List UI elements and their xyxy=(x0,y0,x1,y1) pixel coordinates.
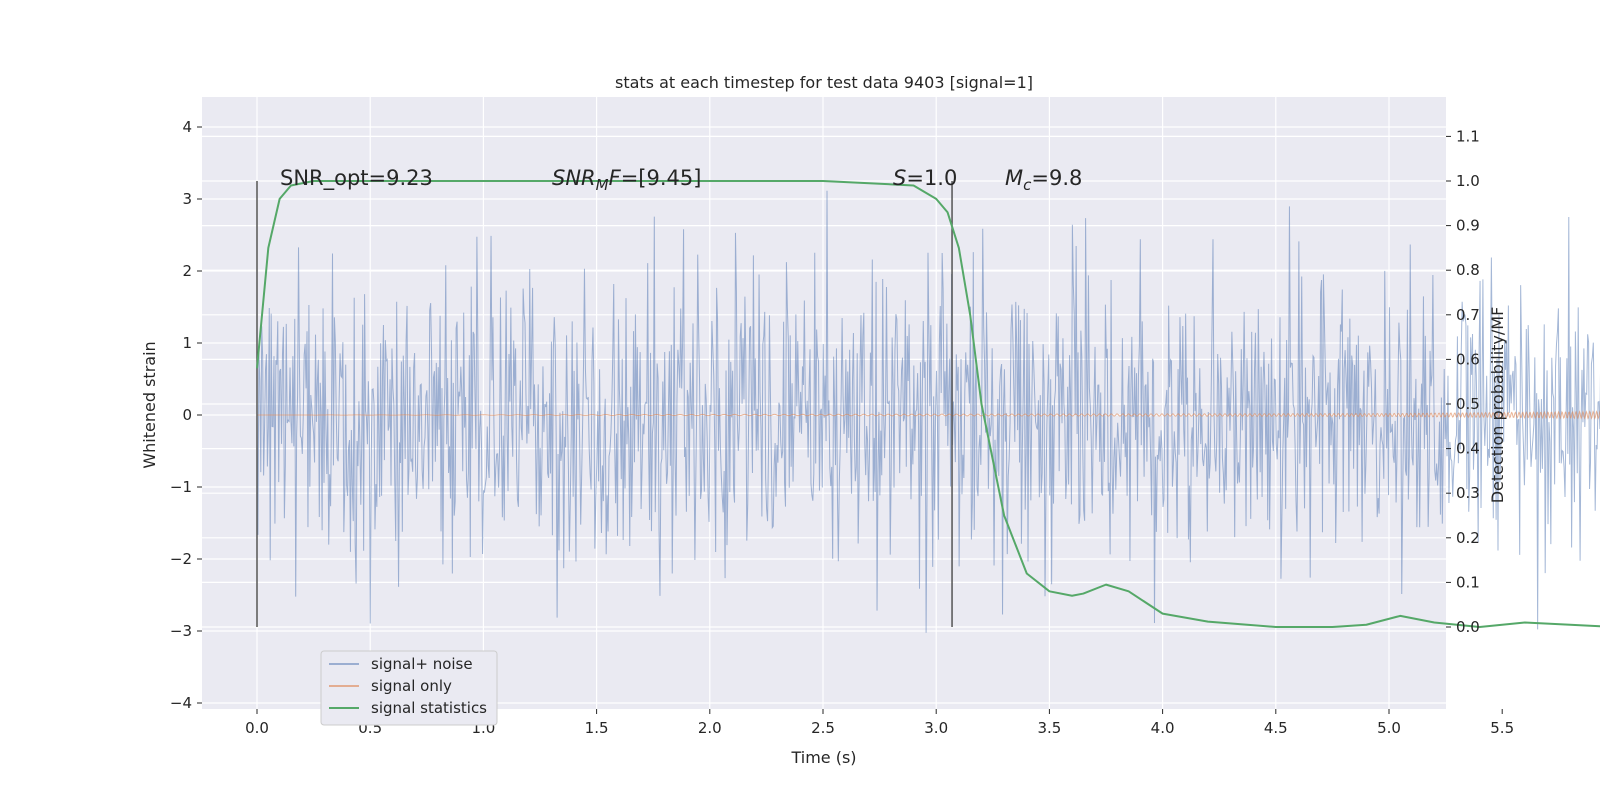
y-tick-label: 2 xyxy=(182,262,192,280)
annotation-mc: Mc=9.8 xyxy=(1005,166,1082,194)
y-right-tick-label: 0.5 xyxy=(1456,395,1480,413)
y-tick-label: 0 xyxy=(182,406,192,424)
annotation-mc-symbol: M xyxy=(1005,166,1023,190)
x-tick-label: 2.5 xyxy=(811,719,835,737)
annotation-snr-mf-subscript: M xyxy=(596,176,609,194)
annotation-s-symbol: S xyxy=(893,166,906,190)
x-tick-label: 5.5 xyxy=(1490,719,1514,737)
legend-box xyxy=(320,650,498,726)
x-tick-label: 0.0 xyxy=(245,719,269,737)
y-right-tick-label: 0.8 xyxy=(1456,261,1480,279)
signal-only-series xyxy=(257,410,1600,420)
y-tick-label: −2 xyxy=(170,550,192,568)
x-tick-label: 2.0 xyxy=(698,719,722,737)
y-tick-label: −3 xyxy=(170,622,192,640)
annotation-snr-mf-value: =[9.45] xyxy=(621,166,702,190)
y-right-tick-label: 0.1 xyxy=(1456,573,1480,591)
x-tick-label: 4.0 xyxy=(1151,719,1175,737)
chart-title: stats at each timestep for test data 940… xyxy=(615,73,1033,92)
annotation-snr-mf-f: F xyxy=(609,166,622,190)
y-right-axis-ticks: 0.0 0.1 0.2 0.3 0.4 0.5 0.6 0.7 0.8 0.9 1.0 1.1 xyxy=(1446,127,1480,636)
y-right-tick-label: 0.3 xyxy=(1456,484,1480,502)
vertical-markers xyxy=(256,181,953,627)
signal-noise-line xyxy=(256,190,1600,633)
legend-label-signal-noise: signal+ noise xyxy=(371,655,473,673)
y-right-tick-label: 1.1 xyxy=(1456,127,1480,145)
y-tick-label: 4 xyxy=(182,118,192,136)
y-right-tick-label: 0.0 xyxy=(1456,618,1480,636)
x-tick-label: 3.5 xyxy=(1037,719,1061,737)
y-tick-label: 3 xyxy=(182,190,192,208)
signal-statistics-line xyxy=(256,180,1600,628)
legend-label-signal-statistics: signal statistics xyxy=(371,699,487,717)
legend-label-signal-only: signal only xyxy=(371,677,452,695)
y-right-tick-label: 0.4 xyxy=(1456,440,1480,458)
x-tick-label: 5.0 xyxy=(1377,719,1401,737)
annotation-mc-value: =9.8 xyxy=(1031,166,1082,190)
legend: signal+ noise signal only signal statist… xyxy=(320,650,498,726)
y-right-tick-label: 0.7 xyxy=(1456,306,1480,324)
annotation-snr-mf-symbol: SNR xyxy=(552,166,596,190)
x-tick-label: 3.0 xyxy=(924,719,948,737)
annotation-s-value: =1.0 xyxy=(906,166,957,190)
y-right-tick-label: 0.6 xyxy=(1456,350,1480,368)
x-tick-label: 4.5 xyxy=(1264,719,1288,737)
signal-noise-series xyxy=(256,190,1600,633)
annotation-snr-opt: SNR_opt=9.23 xyxy=(280,166,433,191)
y-right-axis-label: Detection probability/MF xyxy=(1488,307,1507,504)
x-tick-label: 1.5 xyxy=(585,719,609,737)
y-tick-label: 1 xyxy=(182,334,192,352)
annotation-snr-mf: SNRMF=[9.45] xyxy=(552,166,701,194)
y-axis-ticks: −4 −3 −2 −1 0 1 2 3 4 xyxy=(170,118,202,712)
y-tick-label: −1 xyxy=(170,478,192,496)
y-axis-label: Whitened strain xyxy=(140,341,159,468)
y-right-tick-label: 0.9 xyxy=(1456,217,1480,235)
signal-only-line xyxy=(257,410,1600,420)
y-right-tick-label: 1.0 xyxy=(1456,172,1480,190)
y-tick-label: −4 xyxy=(170,694,192,712)
annotation-mc-subscript: c xyxy=(1023,176,1032,194)
annotation-s: S=1.0 xyxy=(893,166,957,190)
x-axis-label: Time (s) xyxy=(790,748,856,767)
signal-statistics-series xyxy=(256,180,1600,628)
y-right-tick-label: 0.2 xyxy=(1456,529,1480,547)
